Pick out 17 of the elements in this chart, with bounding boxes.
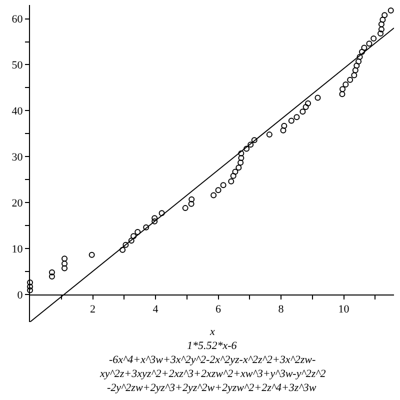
x-tick-label: 2	[90, 304, 96, 316]
y-tick-label: 20	[12, 197, 24, 210]
y-tick-label: 40	[12, 106, 24, 118]
x-tick-label: 6	[216, 304, 222, 316]
y-tick-label: 60	[12, 14, 24, 26]
text: -6x^4+x^3w+3x^2y^2-2x^2yz-x^2z^2+3x^2zw-	[109, 354, 316, 366]
text: xy^2z+3xyz^2+2xz^3+2xzw^2+xw^3+y^3w-y^2z^2	[99, 368, 326, 380]
y-tick-label: 10	[12, 243, 24, 256]
x-axis-title: x	[209, 326, 215, 338]
x-tick-label: 8	[278, 304, 284, 316]
x-tick-label: 10	[338, 304, 350, 316]
x-tick-label: 4	[152, 304, 159, 316]
y-tick-label: 30	[12, 151, 24, 164]
text: -2y^2zw+2yz^3+2yz^2w+2yzw^2+2z^4+3z^3w	[107, 382, 317, 394]
text: 1*5.52*x-6	[187, 340, 238, 352]
y-tick-label: 0	[17, 289, 24, 302]
y-tick-label: 50	[12, 60, 24, 72]
